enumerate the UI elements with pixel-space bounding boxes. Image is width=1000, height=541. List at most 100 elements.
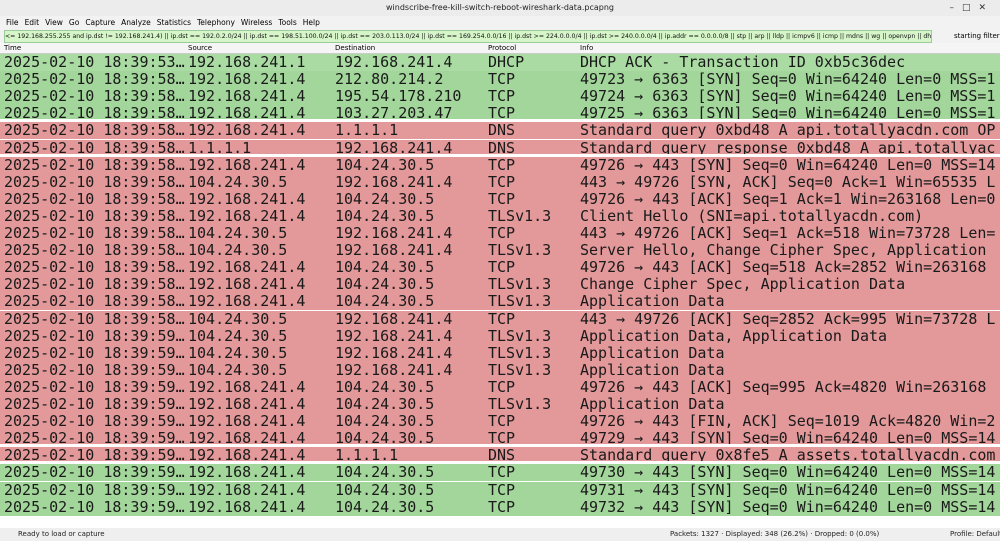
column-title[interactable]: Protocol (488, 44, 517, 52)
menu-bar: File Edit View Go Capture Analyze Statistics Te… (0, 16, 1000, 29)
packet-row[interactable]: 2025-02-10 18:39:58… 104.24.30.5 192.168.2… (0, 173, 1000, 191)
packet-cell: TCP (488, 481, 516, 499)
packet-cell: TLSv1.3 (488, 207, 552, 225)
packet-row[interactable]: 2025-02-10 18:39:59… 104.24.30.5 192.168.2… (0, 344, 1000, 362)
packet-row[interactable]: 2025-02-10 18:39:58… 1.1.1.1 192.168.241.4… (0, 139, 1000, 157)
column-title[interactable]: Info (580, 44, 594, 52)
packet-cell: Server Hello, Change Cipher Spec, Applic… (580, 242, 987, 260)
packet-cell: Change Cipher Spec, Application Data (580, 276, 906, 294)
packet-count: Packets: 1327 · Displayed: 348 (26.2%) ·… (670, 530, 880, 538)
packet-cell: 49726 → 443 [SYN] Seq=0 Win=64240 Len=0 … (580, 156, 996, 174)
packet-row[interactable]: 2025-02-10 18:39:59… 192.168.241.4 104.24.… (0, 430, 1000, 448)
packet-cell: 1.1.1.1 (335, 122, 399, 140)
packet-cell: TCP (488, 173, 516, 191)
packet-cell: 49724 → 6363 [SYN] Seq=0 Win=64240 Len=0… (580, 88, 996, 106)
filter-button[interactable]: starting filter (954, 32, 1000, 40)
packet-row[interactable]: 2025-02-10 18:39:59… 192.168.241.4 104.24.… (0, 464, 1000, 482)
packet-row[interactable]: 2025-02-10 18:39:58… 192.168.241.4 1.1.1.1… (0, 122, 1000, 140)
menu-item[interactable]: Telephony (197, 18, 235, 27)
menu-item[interactable]: Wireless (240, 18, 273, 27)
packet-cell: 49732 → 443 [SYN] Seq=0 Win=64240 Len=0 … (580, 498, 996, 516)
packet-row[interactable]: 2025-02-10 18:39:58… 192.168.241.4 103.27.… (0, 105, 1000, 123)
packet-row[interactable]: 2025-02-10 18:39:59… 192.168.241.4 104.24.… (0, 481, 1000, 499)
packet-cell: 104.24.30.5 (335, 413, 435, 431)
packet-row[interactable]: 2025-02-10 18:39:58… 192.168.241.4 104.24.… (0, 156, 1000, 174)
packet-row[interactable]: 2025-02-10 18:39:59… 192.168.241.4 104.24.… (0, 396, 1000, 414)
packet-row[interactable]: 2025-02-10 18:39:59… 192.168.241.4 1.1.1.1… (0, 447, 1000, 465)
window-controls[interactable]: –□✕ (949, 3, 994, 13)
packet-cell: 443 → 49726 [SYN, ACK] Seq=0 Ack=1 Win=6… (580, 173, 996, 191)
packet-row[interactable]: 2025-02-10 18:39:58… 192.168.241.4 104.24.… (0, 293, 1000, 311)
menu-item[interactable]: Edit (24, 18, 40, 27)
packet-row[interactable]: 2025-02-10 18:39:58… 192.168.241.4 212.80.… (0, 71, 1000, 89)
packet-row[interactable]: 2025-02-10 18:39:59… 192.168.241.4 104.24.… (0, 378, 1000, 396)
packet-row[interactable]: 2025-02-10 18:39:58… 192.168.241.4 104.24.… (0, 276, 1000, 294)
packet-row[interactable]: 2025-02-10 18:39:59… 192.168.241.4 104.24.… (0, 498, 1000, 516)
packet-cell: 104.24.30.5 (188, 344, 288, 362)
packet-row[interactable]: 2025-02-10 18:39:58… 192.168.241.4 104.24.… (0, 259, 1000, 277)
title-bar: windscribe-free-kill-switch-reboot-wires… (0, 0, 1000, 16)
packet-cell: 192.168.241.4 (335, 327, 453, 345)
packet-cell: 192.168.241.1 (188, 54, 306, 71)
packet-cell: 192.168.241.4 (335, 361, 453, 379)
packet-cell: 104.24.30.5 (335, 396, 435, 413)
packet-cell: 2025-02-10 18:39:58… (4, 190, 185, 208)
menu-item[interactable]: Analyze (121, 18, 151, 27)
menu-item[interactable]: Help (302, 18, 320, 27)
packet-cell: TCP (488, 310, 516, 328)
profile[interactable]: Profile: Default (950, 530, 1000, 538)
packet-cell: TLSv1.3 (488, 293, 552, 311)
packet-row[interactable]: 2025-02-10 18:39:58… 192.168.241.4 104.24.… (0, 190, 1000, 208)
packet-cell: 2025-02-10 18:39:59… (4, 361, 185, 379)
menu-item[interactable]: Statistics (156, 18, 191, 27)
display-filter[interactable]: <= 192.168.255.255 and ip.dst != 192.168… (4, 30, 932, 43)
packet-cell: 2025-02-10 18:39:59… (4, 396, 185, 413)
packet-cell: 49729 → 443 [SYN] Seq=0 Win=64240 Len=0 … (580, 430, 996, 448)
menu-item[interactable]: Tools (278, 18, 297, 27)
packet-cell: 2025-02-10 18:39:59… (4, 447, 185, 465)
packet-cell: 192.168.241.4 (188, 464, 306, 482)
packet-row[interactable]: 2025-02-10 18:39:58… 192.168.241.4 195.54.… (0, 88, 1000, 106)
packet-row[interactable]: 2025-02-10 18:39:53… 192.168.241.1 192.168… (0, 54, 1000, 72)
column-title[interactable]: Time (4, 44, 22, 52)
packet-cell: TCP (488, 378, 516, 396)
packet-cell: 104.24.30.5 (335, 190, 435, 208)
packet-cell: 192.168.241.4 (335, 344, 453, 362)
packet-cell: TCP (488, 259, 516, 277)
packet-cell: Standard query 0x8fe5 A assets.totallyac… (580, 447, 996, 465)
packet-cell: 192.168.241.4 (335, 54, 453, 71)
packet-cell: 1.1.1.1 (335, 447, 399, 465)
packet-cell: DNS (488, 122, 516, 140)
packet-cell: TLSv1.3 (488, 242, 552, 260)
packet-cell: 192.168.241.4 (188, 498, 306, 516)
menu-item[interactable]: File (6, 18, 19, 27)
packet-cell: 104.24.30.5 (335, 498, 435, 516)
packet-row[interactable]: 2025-02-10 18:39:58… 104.24.30.5 192.168.2… (0, 310, 1000, 328)
column-title[interactable]: Destination (335, 44, 376, 52)
packet-cell: 192.168.241.4 (188, 378, 306, 396)
packet-cell: 443 → 49726 [ACK] Seq=1 Ack=518 Win=7372… (580, 225, 996, 242)
packet-cell: 192.168.241.4 (188, 413, 306, 431)
packet-cell: Client Hello (SNI=api.totallyacdn.com) (580, 207, 924, 225)
packet-cell: 192.168.241.4 (188, 447, 306, 465)
packet-cell: 2025-02-10 18:39:59… (4, 344, 185, 362)
packet-row[interactable]: 2025-02-10 18:39:59… 104.24.30.5 192.168.2… (0, 361, 1000, 379)
packet-row[interactable]: 2025-02-10 18:39:58… 104.24.30.5 192.168.2… (0, 225, 1000, 243)
menu-item[interactable]: Capture (85, 18, 116, 27)
menu-item[interactable]: Go (68, 18, 80, 27)
packet-row[interactable]: 2025-02-10 18:39:58… 104.24.30.5 192.168.2… (0, 242, 1000, 260)
menu-item[interactable]: View (45, 18, 63, 27)
packet-cell: 2025-02-10 18:39:58… (4, 71, 185, 89)
packet-cell: 49731 → 443 [SYN] Seq=0 Win=64240 Len=0 … (580, 481, 996, 499)
filter-bar: <= 192.168.255.255 and ip.dst != 192.168… (0, 29, 1000, 43)
packet-cell: 49726 → 443 [ACK] Seq=1 Ack=1 Win=263168… (580, 190, 996, 208)
packet-row[interactable]: 2025-02-10 18:39:59… 104.24.30.5 192.168.2… (0, 327, 1000, 345)
packet-cell: 2025-02-10 18:39:59… (4, 327, 185, 345)
packet-row[interactable]: 2025-02-10 18:39:59… 192.168.241.4 104.24.… (0, 413, 1000, 431)
packet-cell: 104.24.30.5 (335, 259, 435, 277)
packet-row[interactable]: 2025-02-10 18:39:58… 192.168.241.4 104.24.… (0, 207, 1000, 225)
packet-cell: 192.168.241.4 (335, 310, 453, 328)
column-title[interactable]: Source (188, 44, 213, 52)
packet-cell: 1.1.1.1 (188, 139, 252, 157)
